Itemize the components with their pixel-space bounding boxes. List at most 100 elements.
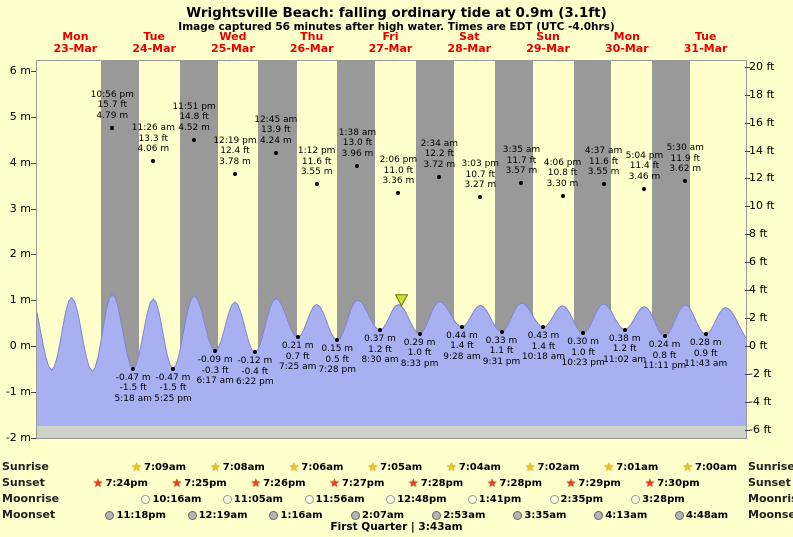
high-tide-dot bbox=[478, 195, 483, 200]
annotation-line: 3.55 m bbox=[587, 167, 620, 178]
annotation-line: 5:25 pm bbox=[154, 393, 192, 404]
annotation-line: 3.30 m bbox=[546, 178, 579, 189]
high-tide-dot bbox=[355, 163, 360, 168]
y-axis-tick bbox=[745, 290, 750, 292]
low-tide-annotation: 0.29 m 1.0 ft 8:33 pm bbox=[401, 338, 439, 370]
y-axis-tick bbox=[745, 234, 750, 236]
sunrise-time: 7:00am bbox=[694, 461, 737, 473]
annotation-line: 8:33 pm bbox=[400, 358, 439, 369]
annotation-line: 15.7 ft bbox=[97, 100, 127, 111]
y-axis-label-ft: 10 ft bbox=[749, 199, 775, 213]
high-tide-dot bbox=[273, 150, 278, 155]
sunrise-event: ★ 7:04am bbox=[446, 459, 501, 475]
moonset-event: 2:53am bbox=[432, 507, 485, 523]
low-tide-dot bbox=[252, 350, 257, 355]
y-axis-label-ft: -4 ft bbox=[749, 394, 772, 408]
y-axis-tick bbox=[745, 178, 750, 180]
day-date: 25-Mar bbox=[211, 42, 255, 55]
annotation-line: 1.4 ft bbox=[531, 341, 556, 352]
sunset-time: 7:28pm bbox=[420, 477, 464, 489]
high-tide-dot bbox=[519, 181, 524, 186]
y-axis-label-ft: -6 ft bbox=[749, 422, 772, 436]
row-label-sunset-left: Sunset bbox=[2, 476, 45, 489]
annotation-line: 11:51 pm bbox=[172, 101, 216, 112]
annotation-line: 9:28 am bbox=[443, 351, 481, 362]
y-axis-tick bbox=[31, 391, 36, 393]
annotation-line: 0.15 m bbox=[321, 344, 354, 355]
day-label: Tue 24-Mar bbox=[119, 31, 189, 55]
annotation-line: 13.0 ft bbox=[342, 138, 373, 149]
y-axis-label-ft: 6 ft bbox=[749, 255, 768, 269]
annotation-line: 0.24 m bbox=[648, 340, 681, 350]
high-tide-annotation: 5:04 pm 11.4 ft 3.46 m bbox=[626, 151, 664, 183]
day-date: 26-Mar bbox=[289, 42, 334, 55]
sunrise-event: ★ 7:09am bbox=[131, 459, 186, 475]
moonrise-icon bbox=[141, 494, 151, 504]
annotation-line: 1:38 am bbox=[338, 127, 377, 138]
annotation-line: 1.2 ft bbox=[612, 344, 637, 355]
annotation-line: 10:56 pm bbox=[90, 89, 134, 100]
annotation-line: 0.8 ft bbox=[652, 350, 677, 361]
annotation-line: -0.47 m bbox=[155, 372, 191, 383]
annotation-line: 3:03 pm bbox=[461, 159, 500, 170]
sunset-icon: ★ bbox=[408, 476, 419, 490]
moonset-time: 2:53am bbox=[443, 509, 486, 521]
y-axis-tick bbox=[745, 346, 750, 347]
y-axis-label-ft: 2 ft bbox=[749, 311, 768, 325]
annotation-line: 0.28 m bbox=[689, 338, 722, 349]
y-axis-tick bbox=[745, 401, 750, 403]
annotation-line: 0.38 m bbox=[608, 333, 641, 344]
annotation-line: 0.9 ft bbox=[693, 348, 718, 359]
annotation-line: -0.3 ft bbox=[201, 365, 229, 376]
low-tide-annotation: 0.43 m 1.4 ft 10:18 am bbox=[522, 331, 565, 363]
y-axis-tick bbox=[745, 94, 750, 96]
y-axis-tick bbox=[745, 150, 750, 152]
low-tide-annotation: 0.15 m 0.5 ft 7:28 pm bbox=[318, 344, 356, 376]
annotation-line: 7:25 am bbox=[278, 362, 317, 373]
annotation-line: 5:30 am bbox=[666, 143, 704, 154]
row-moonset: Moonset Moonset 11:18pm 12:19am 1:16am 2:07am… bbox=[0, 507, 793, 523]
moonrise-event: 12:48pm bbox=[386, 491, 447, 507]
moonrise-time: 11:56am bbox=[315, 493, 365, 505]
y-axis-label-m: 0 m bbox=[9, 339, 31, 352]
moonrise-time: 3:28pm bbox=[642, 493, 685, 505]
moonset-icon bbox=[432, 510, 442, 520]
annotation-line: 3.46 m bbox=[628, 171, 661, 182]
sunset-event: ★ 7:28pm bbox=[408, 475, 463, 491]
moonrise-time: 2:35pm bbox=[560, 493, 603, 505]
seabed-strip bbox=[37, 426, 746, 438]
annotation-line: 6:22 pm bbox=[236, 377, 274, 388]
day-label: Thu 26-Mar bbox=[277, 31, 347, 55]
day-date: 27-Mar bbox=[368, 42, 413, 55]
chart-title: Wrightsville Beach: falling ordinary tid… bbox=[186, 5, 607, 21]
sunrise-time: 7:06am bbox=[301, 461, 344, 473]
high-tide-annotation: 4:06 pm 10.8 ft 3.30 m bbox=[544, 158, 582, 190]
moonset-icon bbox=[594, 510, 604, 520]
moonrise-icon bbox=[222, 494, 232, 504]
y-axis-tick bbox=[31, 346, 36, 347]
annotation-line: 14.8 ft bbox=[179, 112, 209, 123]
sunset-time: 7:27pm bbox=[341, 477, 385, 489]
low-tide-annotation: -0.09 m -0.3 ft 6:17 am bbox=[196, 355, 233, 387]
annotation-line: 5:18 am bbox=[114, 393, 152, 404]
y-axis-tick bbox=[31, 162, 36, 164]
high-tide-annotation: 5:30 am 11.9 ft 3.62 m bbox=[667, 143, 704, 175]
high-tide-annotation: 1:12 pm 11.6 ft 3.55 m bbox=[298, 146, 336, 178]
moonset-event: 12:19am bbox=[187, 507, 248, 523]
annotation-line: 2:34 am bbox=[420, 138, 458, 149]
moonset-time: 4:13am bbox=[605, 509, 648, 521]
annotation-line: 2:06 pm bbox=[379, 155, 418, 166]
annotation-line: 1.1 ft bbox=[489, 346, 514, 357]
y-axis-label-ft: 12 ft bbox=[749, 171, 775, 185]
annotation-line: 0.5 ft bbox=[325, 354, 350, 365]
day-date: 29-Mar bbox=[526, 42, 570, 55]
sunset-time: 7:29pm bbox=[578, 477, 621, 489]
annotation-line: 0.7 ft bbox=[285, 351, 310, 362]
day-name: Sat bbox=[458, 30, 480, 43]
annotation-line: 5:04 pm bbox=[625, 150, 664, 161]
moonrise-icon bbox=[631, 494, 641, 504]
moonset-event: 1:16am bbox=[269, 507, 323, 523]
day-label: Sun 29-Mar bbox=[513, 31, 583, 55]
sunrise-icon: ★ bbox=[524, 460, 536, 474]
current-time-marker bbox=[394, 294, 409, 307]
